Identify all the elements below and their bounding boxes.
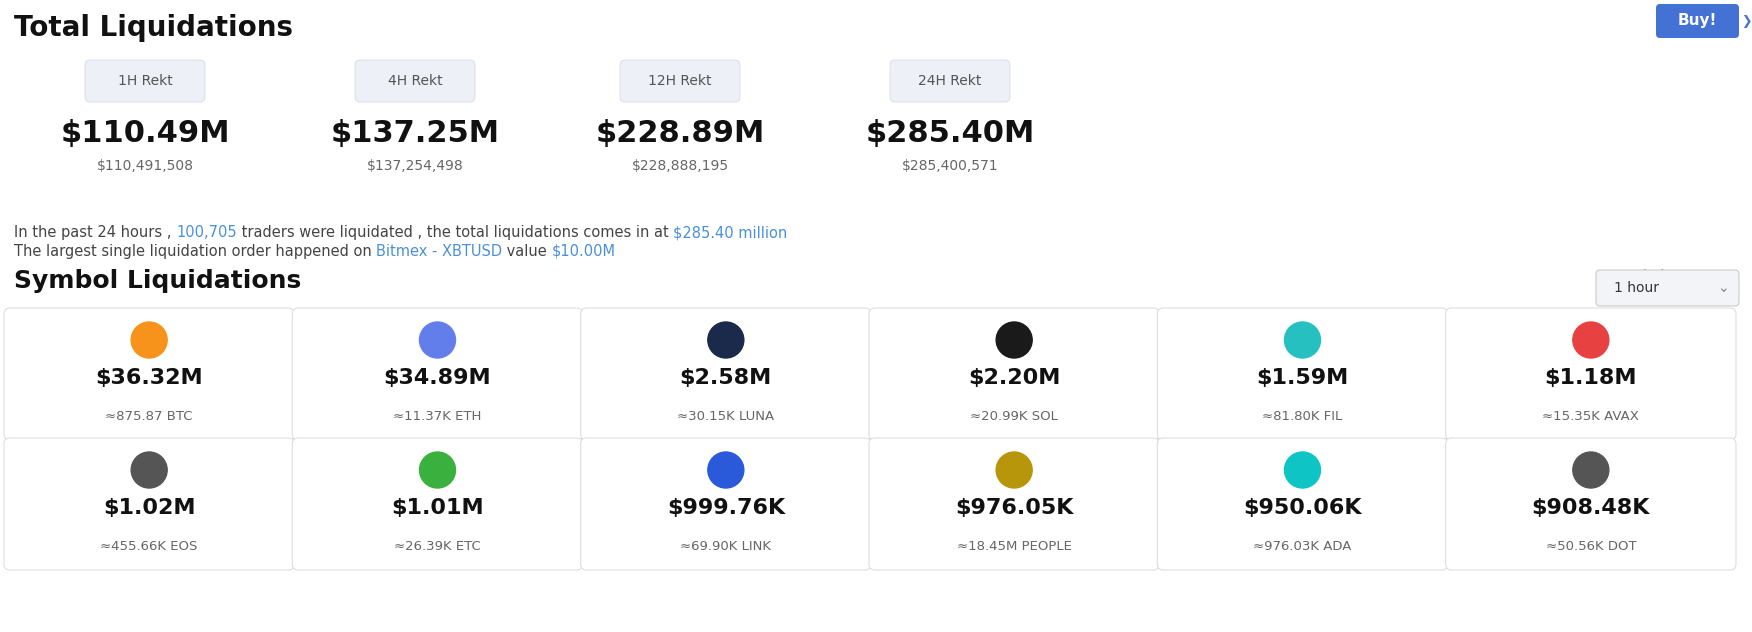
Text: ⌄: ⌄ — [1717, 281, 1729, 295]
FancyBboxPatch shape — [1656, 4, 1740, 38]
Circle shape — [131, 452, 166, 488]
Circle shape — [708, 452, 745, 488]
Text: $950.06K: $950.06K — [1244, 498, 1361, 518]
Text: $110,491,508: $110,491,508 — [96, 159, 193, 173]
Text: 4H Rekt: 4H Rekt — [387, 74, 442, 88]
Text: In the past 24 hours ,: In the past 24 hours , — [14, 225, 175, 240]
FancyBboxPatch shape — [4, 308, 294, 440]
FancyBboxPatch shape — [1158, 308, 1447, 440]
FancyBboxPatch shape — [1445, 438, 1736, 570]
Text: $1.01M: $1.01M — [391, 498, 484, 518]
Text: ≈18.45M PEOPLE: ≈18.45M PEOPLE — [957, 540, 1072, 552]
FancyBboxPatch shape — [86, 60, 205, 102]
Text: ≈20.99K SOL: ≈20.99K SOL — [971, 410, 1058, 423]
FancyBboxPatch shape — [1445, 308, 1736, 440]
Text: ≈30.15K LUNA: ≈30.15K LUNA — [678, 410, 774, 423]
Text: ❯: ❯ — [1741, 15, 1752, 28]
Circle shape — [1573, 322, 1608, 358]
Circle shape — [131, 322, 166, 358]
Text: ≈976.03K ADA: ≈976.03K ADA — [1253, 540, 1353, 552]
Text: Symbol Liquidations: Symbol Liquidations — [14, 269, 301, 293]
Text: ≈50.56K DOT: ≈50.56K DOT — [1545, 540, 1636, 552]
Text: 24H Rekt: 24H Rekt — [918, 74, 981, 88]
Text: $10.00M: $10.00M — [552, 244, 617, 259]
Text: $285.40M: $285.40M — [865, 119, 1035, 148]
Text: Period: Period — [1622, 269, 1666, 283]
Text: value: value — [503, 244, 552, 259]
FancyBboxPatch shape — [580, 308, 871, 440]
Circle shape — [1284, 322, 1321, 358]
FancyBboxPatch shape — [356, 60, 475, 102]
Text: traders were liquidated , the total liquidations comes in at: traders were liquidated , the total liqu… — [237, 225, 673, 240]
FancyBboxPatch shape — [890, 60, 1009, 102]
Text: ≈455.66K EOS: ≈455.66K EOS — [100, 540, 198, 552]
Text: Total Liquidations: Total Liquidations — [14, 14, 293, 42]
Text: $137,254,498: $137,254,498 — [366, 159, 463, 173]
FancyBboxPatch shape — [1158, 438, 1447, 570]
Circle shape — [997, 452, 1032, 488]
Circle shape — [1284, 452, 1321, 488]
FancyBboxPatch shape — [1596, 270, 1740, 306]
FancyBboxPatch shape — [869, 438, 1160, 570]
Text: 1 hour: 1 hour — [1614, 281, 1659, 295]
Text: ≈15.35K AVAX: ≈15.35K AVAX — [1542, 410, 1640, 423]
Text: $1.02M: $1.02M — [103, 498, 196, 518]
Text: $1.59M: $1.59M — [1256, 368, 1349, 388]
FancyBboxPatch shape — [580, 438, 871, 570]
Text: 1H Rekt: 1H Rekt — [117, 74, 172, 88]
Text: $1.18M: $1.18M — [1545, 368, 1636, 388]
FancyBboxPatch shape — [869, 308, 1160, 440]
Text: Bitmex - XBTUSD: Bitmex - XBTUSD — [377, 244, 503, 259]
Circle shape — [708, 322, 745, 358]
Text: $999.76K: $999.76K — [668, 498, 785, 518]
Text: $228.89M: $228.89M — [596, 119, 764, 148]
Circle shape — [419, 322, 456, 358]
FancyBboxPatch shape — [293, 438, 583, 570]
FancyBboxPatch shape — [293, 308, 583, 440]
Text: ≈69.90K LINK: ≈69.90K LINK — [680, 540, 771, 552]
Text: 100,705: 100,705 — [175, 225, 237, 240]
Text: $137.25M: $137.25M — [331, 119, 499, 148]
Text: ≈11.37K ETH: ≈11.37K ETH — [392, 410, 482, 423]
Circle shape — [997, 322, 1032, 358]
Text: $976.05K: $976.05K — [955, 498, 1074, 518]
Circle shape — [419, 452, 456, 488]
Text: $285.40 million: $285.40 million — [673, 225, 787, 240]
Text: $34.89M: $34.89M — [384, 368, 491, 388]
Text: ≈26.39K ETC: ≈26.39K ETC — [394, 540, 480, 552]
Text: $2.58M: $2.58M — [680, 368, 773, 388]
Text: Buy!: Buy! — [1678, 13, 1717, 28]
Text: 12H Rekt: 12H Rekt — [648, 74, 711, 88]
Text: $908.48K: $908.48K — [1531, 498, 1650, 518]
Text: The largest single liquidation order happened on: The largest single liquidation order hap… — [14, 244, 377, 259]
Text: ≈875.87 BTC: ≈875.87 BTC — [105, 410, 193, 423]
FancyBboxPatch shape — [620, 60, 739, 102]
Text: $36.32M: $36.32M — [95, 368, 203, 388]
Circle shape — [1573, 452, 1608, 488]
Text: ≈81.80K FIL: ≈81.80K FIL — [1263, 410, 1342, 423]
Text: $228,888,195: $228,888,195 — [631, 159, 729, 173]
Text: $110.49M: $110.49M — [60, 119, 230, 148]
FancyBboxPatch shape — [4, 438, 294, 570]
Text: $285,400,571: $285,400,571 — [902, 159, 999, 173]
Text: $2.20M: $2.20M — [967, 368, 1060, 388]
